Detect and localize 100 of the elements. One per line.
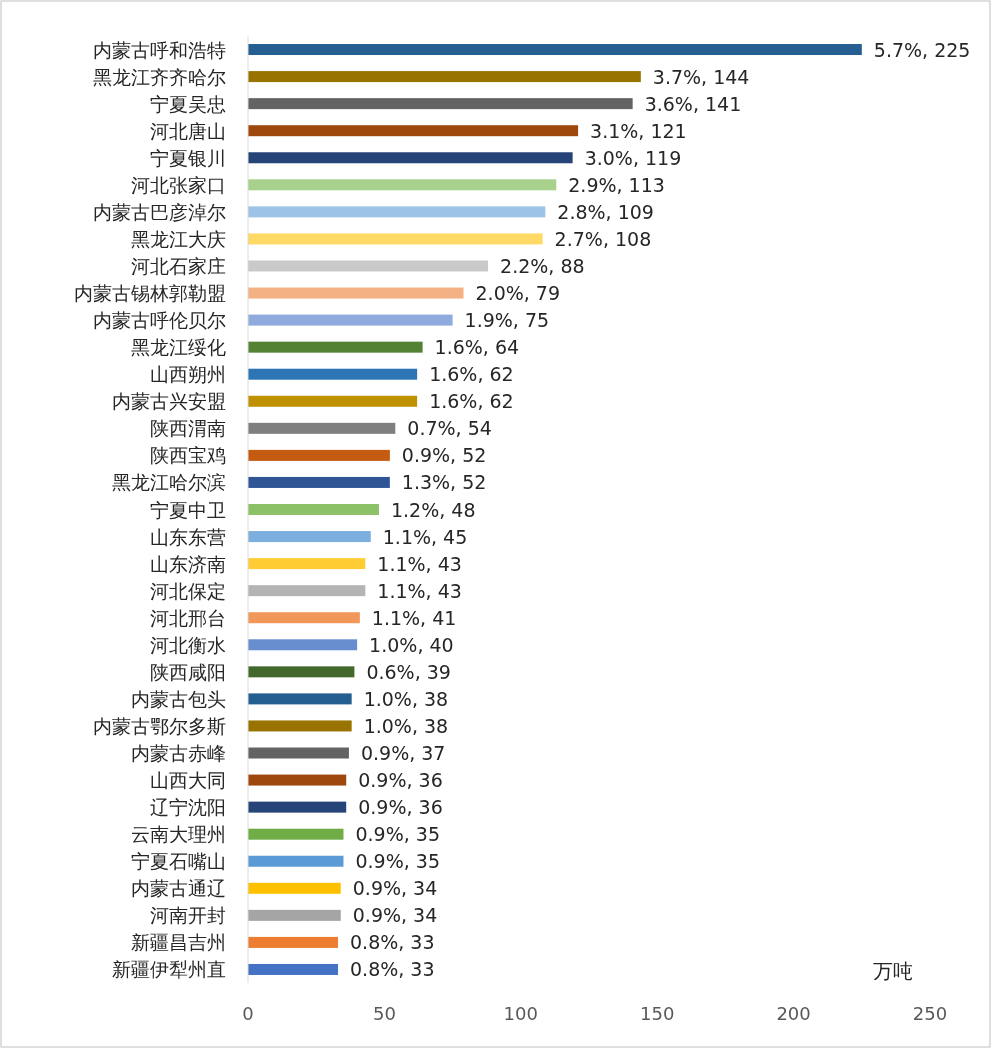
bar bbox=[248, 666, 355, 678]
y-tick-label: 陕西宝鸡 bbox=[150, 444, 226, 467]
data-label: 3.0%, 119 bbox=[584, 146, 682, 169]
bar bbox=[248, 476, 390, 488]
y-tick-label: 河北邢台 bbox=[150, 606, 226, 629]
bar bbox=[248, 504, 379, 515]
bar bbox=[248, 531, 371, 543]
y-tick-label: 河北张家口 bbox=[131, 173, 226, 196]
bar bbox=[248, 774, 347, 786]
bar bbox=[248, 585, 366, 597]
y-tick-label: 河北保定 bbox=[150, 579, 226, 602]
data-label: 1.9%, 75 bbox=[464, 309, 550, 332]
data-label: 1.6%, 62 bbox=[429, 390, 514, 413]
bar bbox=[248, 639, 358, 651]
bar bbox=[248, 44, 862, 56]
bar bbox=[248, 882, 341, 894]
data-label: 2.8%, 109 bbox=[557, 200, 654, 223]
bar bbox=[248, 558, 366, 570]
bar bbox=[248, 720, 352, 732]
y-tick-label: 宁夏中卫 bbox=[150, 498, 226, 521]
bar bbox=[248, 422, 396, 434]
data-label: 1.1%, 43 bbox=[377, 579, 462, 602]
y-tick-label: 陕西咸阳 bbox=[150, 660, 226, 683]
x-tick-label: 100 bbox=[503, 1003, 538, 1024]
y-tick-label: 黑龙江齐齐哈尔 bbox=[93, 65, 226, 88]
y-tick-label: 内蒙古锡林郭勒盟 bbox=[74, 282, 226, 305]
bar bbox=[248, 314, 453, 326]
bar bbox=[248, 179, 557, 191]
data-label: 0.9%, 52 bbox=[401, 444, 487, 467]
y-tick-label: 河北唐山 bbox=[150, 119, 226, 142]
bar bbox=[248, 287, 464, 299]
data-label: 0.9%, 35 bbox=[355, 850, 441, 873]
y-tick-label: 山西大同 bbox=[150, 769, 226, 792]
x-axis-title: 万吨 bbox=[873, 959, 913, 983]
bar bbox=[248, 233, 543, 245]
bar bbox=[248, 341, 423, 353]
data-label: 0.9%, 34 bbox=[352, 904, 438, 927]
y-tick-label: 新疆伊犁州直 bbox=[112, 958, 226, 981]
data-label: 1.1%, 43 bbox=[377, 552, 462, 575]
y-tick-label: 内蒙古通辽 bbox=[131, 877, 226, 900]
y-tick-label: 宁夏吴忠 bbox=[150, 92, 226, 115]
bar bbox=[248, 963, 339, 975]
data-label: 0.9%, 35 bbox=[355, 823, 441, 846]
y-tick-label: 河北衡水 bbox=[150, 633, 226, 656]
data-label: 2.9%, 113 bbox=[568, 173, 665, 196]
y-tick-label: 内蒙古巴彦淖尔 bbox=[93, 200, 226, 223]
data-label: 1.3%, 52 bbox=[401, 471, 487, 494]
data-label: 2.7%, 108 bbox=[554, 227, 652, 250]
bar bbox=[248, 71, 641, 83]
data-label: 0.6%, 39 bbox=[366, 660, 451, 683]
x-tick-label: 50 bbox=[372, 1003, 396, 1024]
data-label: 1.1%, 45 bbox=[382, 525, 468, 548]
data-label: 0.8%, 33 bbox=[350, 931, 435, 954]
bar bbox=[248, 828, 344, 840]
bar bbox=[248, 936, 339, 948]
x-tick-label: 0 bbox=[242, 1003, 254, 1024]
bar bbox=[248, 206, 546, 218]
data-label: 0.9%, 36 bbox=[358, 769, 443, 792]
y-tick-label: 云南大理州 bbox=[131, 823, 226, 846]
bar bbox=[248, 98, 633, 110]
bar bbox=[248, 909, 341, 921]
data-label: 5.7%, 225 bbox=[873, 38, 971, 61]
data-label: 0.9%, 37 bbox=[360, 742, 446, 765]
y-tick-label: 辽宁沈阳 bbox=[150, 796, 226, 819]
y-tick-label: 内蒙古呼伦贝尔 bbox=[93, 309, 226, 332]
y-tick-label: 黑龙江哈尔滨 bbox=[112, 471, 226, 494]
y-tick-label: 宁夏石嘴山 bbox=[131, 850, 226, 873]
data-label: 0.7%, 54 bbox=[407, 417, 492, 440]
bar bbox=[248, 801, 347, 813]
data-label: 1.6%, 62 bbox=[429, 363, 514, 386]
y-tick-label: 宁夏银川 bbox=[150, 146, 226, 169]
y-tick-label: 山东济南 bbox=[150, 552, 226, 575]
data-label: 1.1%, 41 bbox=[371, 606, 457, 629]
y-tick-label: 山西朔州 bbox=[150, 363, 226, 386]
y-tick-label: 内蒙古鄂尔多斯 bbox=[93, 714, 226, 737]
bar bbox=[248, 395, 418, 407]
bar bbox=[248, 260, 489, 272]
y-tick-label: 内蒙古赤峰 bbox=[131, 742, 226, 765]
y-tick-label: 河南开封 bbox=[150, 904, 226, 927]
x-tick-label: 150 bbox=[640, 1003, 675, 1024]
data-label: 1.0%, 38 bbox=[363, 687, 449, 710]
y-tick-label: 新疆昌吉州 bbox=[131, 931, 226, 954]
y-tick-label: 内蒙古包头 bbox=[131, 687, 226, 710]
data-label: 0.9%, 36 bbox=[358, 796, 443, 819]
y-tick-label: 内蒙古兴安盟 bbox=[112, 390, 226, 413]
data-label: 3.7%, 144 bbox=[652, 65, 750, 88]
bar bbox=[248, 693, 352, 705]
data-label: 0.9%, 34 bbox=[352, 877, 438, 900]
y-tick-label: 黑龙江大庆 bbox=[131, 227, 226, 250]
data-label: 2.0%, 79 bbox=[475, 282, 561, 305]
data-label: 2.2%, 88 bbox=[500, 254, 585, 277]
data-label: 3.1%, 121 bbox=[590, 119, 687, 142]
x-tick-label: 250 bbox=[912, 1003, 948, 1024]
y-tick-label: 内蒙古呼和浩特 bbox=[93, 38, 226, 61]
data-label: 1.6%, 64 bbox=[434, 336, 520, 359]
y-tick-label: 山东东营 bbox=[150, 525, 226, 548]
bar bbox=[248, 368, 418, 380]
x-tick-label: 200 bbox=[776, 1003, 811, 1024]
y-tick-label: 黑龙江绥化 bbox=[131, 336, 226, 359]
y-tick-label: 陕西渭南 bbox=[150, 417, 226, 440]
